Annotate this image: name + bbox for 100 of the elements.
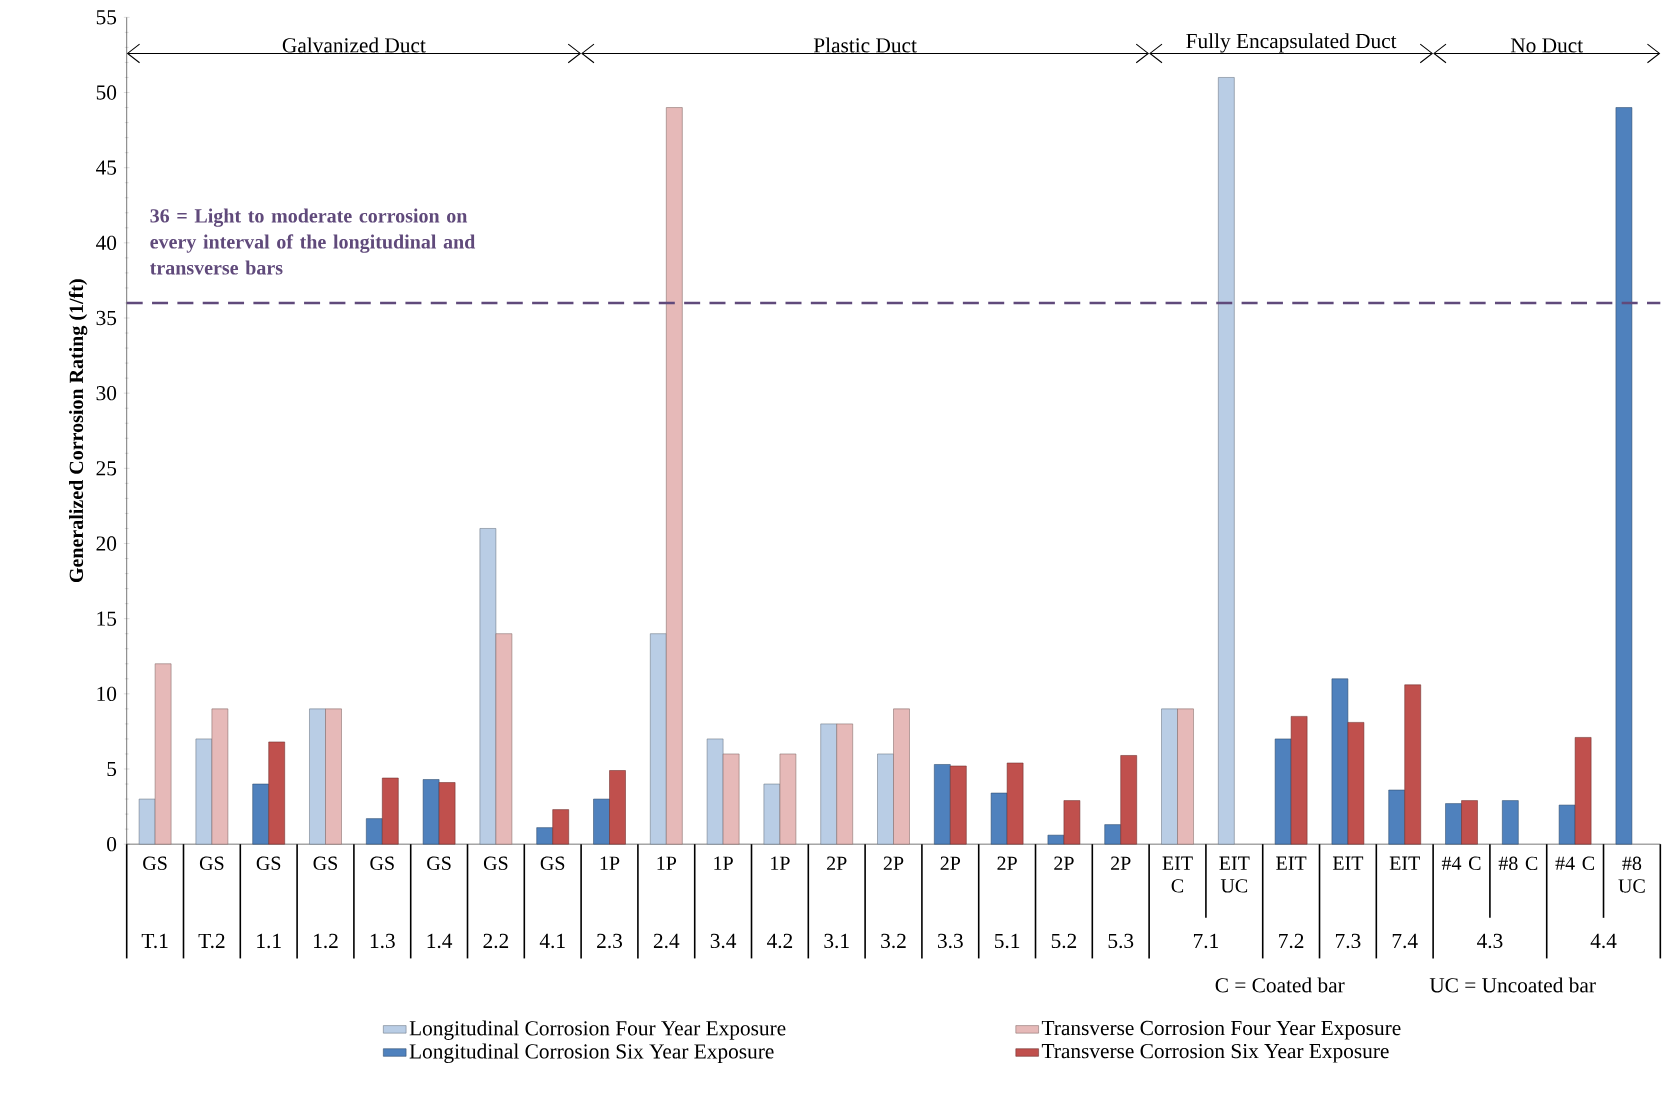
bar (877, 753, 894, 845)
bar (990, 793, 1008, 845)
bar (422, 779, 440, 845)
bar (1047, 835, 1065, 845)
bar (666, 107, 683, 845)
y-tick-label: 0 (107, 837, 117, 852)
bar (593, 799, 610, 845)
bar (1574, 737, 1592, 845)
x-tick-label: 1P (771, 856, 790, 871)
text: 1.1 (257, 934, 281, 949)
bar (1177, 708, 1194, 845)
y-tick-label: 40 (96, 235, 117, 251)
bar (438, 782, 456, 845)
bar (252, 783, 269, 845)
x-tick-label: 1P (657, 856, 677, 871)
bar (552, 809, 569, 845)
legend-label: Transverse Corrosion Four Year Exposure (1041, 1021, 1401, 1040)
x-tick-label: EIT (1332, 856, 1364, 870)
bar (1445, 803, 1462, 845)
text: 2.3 (597, 934, 622, 949)
x-tick-label: GS (143, 856, 167, 871)
text: 5.3 (1108, 934, 1134, 949)
text: T.1 (141, 934, 168, 949)
bar (479, 528, 497, 845)
bar (1615, 107, 1633, 845)
legend-label: Transverse Corrosion Six Year Exposure (1041, 1044, 1389, 1063)
text: 7.4 (1392, 934, 1418, 949)
bar (722, 753, 740, 845)
text: 2.2 (483, 934, 509, 949)
bar (1404, 684, 1421, 845)
bar (138, 799, 156, 845)
text: 3.1 (824, 934, 849, 949)
bar (820, 723, 837, 845)
text: 1.4 (427, 934, 453, 949)
x-tick-label: EIT UC (1219, 856, 1250, 893)
legend-label: Longitudinal Corrosion Six Year Exposure (409, 1043, 774, 1064)
bar (650, 633, 667, 845)
bar (950, 765, 967, 845)
x-tick-label: GS (256, 856, 281, 871)
bar (382, 777, 399, 845)
x-tick-label: GS (427, 856, 451, 871)
x-tick-label: 2P (940, 856, 961, 871)
bar (1104, 824, 1121, 845)
bar (836, 723, 853, 845)
x-tick-label: 1P (600, 856, 620, 871)
text: 1.3 (370, 934, 395, 949)
y-axis-title: Generalized Corrosion Rating (1/ft) (68, 279, 88, 583)
text: 3.2 (881, 934, 906, 949)
bar (366, 818, 383, 845)
bar (609, 770, 626, 845)
x-tick-label: GS (199, 856, 224, 871)
bar (934, 764, 951, 845)
text: 4.1 (539, 934, 565, 949)
text: 7.2 (1279, 934, 1304, 949)
bar (309, 708, 326, 845)
bar (1063, 800, 1081, 845)
y-tick-label: 45 (96, 160, 117, 176)
x-tick-label: GS (313, 856, 338, 871)
x-tick-label: GS (483, 856, 508, 871)
bar (706, 738, 724, 845)
text: 7.1 (1193, 934, 1218, 949)
legend-label: Longitudinal Corrosion Four Year Exposure (409, 1020, 786, 1041)
text: T.2 (198, 934, 225, 949)
text: 4.4 (1590, 934, 1617, 949)
y-tick-label: 15 (97, 611, 117, 627)
x-tick-label: #4 C (1441, 856, 1481, 871)
text: 3.4 (710, 934, 737, 949)
x-tick-label: EIT (1276, 856, 1307, 870)
x-tick-label: 2P (883, 856, 904, 871)
text: UC = Uncoated bar (1429, 977, 1596, 993)
annotation: Plastic Duct (813, 37, 917, 53)
annotation: No Duct (1510, 38, 1583, 53)
x-tick-label: 2P (1111, 856, 1131, 871)
text: 2.4 (653, 934, 680, 949)
bar (1388, 789, 1405, 845)
bar (893, 708, 910, 845)
text: 4.2 (766, 934, 793, 949)
text: 1.2 (314, 934, 338, 949)
text: 4.3 (1477, 934, 1503, 949)
text: 5.2 (1051, 934, 1077, 949)
bar (1347, 722, 1365, 845)
y-tick-label: 25 (96, 461, 117, 476)
annotation: Galvanized Duct (282, 37, 426, 53)
bar (495, 633, 513, 845)
x-tick-label: 2P (1054, 856, 1074, 871)
x-tick-label: #8 UC (1618, 856, 1645, 893)
x-tick-label: GS (370, 856, 394, 871)
bar (1218, 77, 1235, 845)
bar (1120, 755, 1137, 845)
y-tick-label: 35 (96, 311, 117, 326)
y-tick-label: 50 (96, 85, 117, 100)
bar (1558, 805, 1576, 845)
x-tick-label: 2P (997, 856, 1017, 871)
bar (779, 753, 797, 845)
text: 5.1 (995, 934, 1020, 949)
x-tick-label: 2P (827, 856, 847, 871)
y-tick-label: 55 (96, 10, 117, 25)
x-tick-label: EIT C (1162, 856, 1193, 893)
bar (536, 827, 553, 845)
y-tick-label: 5 (107, 762, 117, 777)
